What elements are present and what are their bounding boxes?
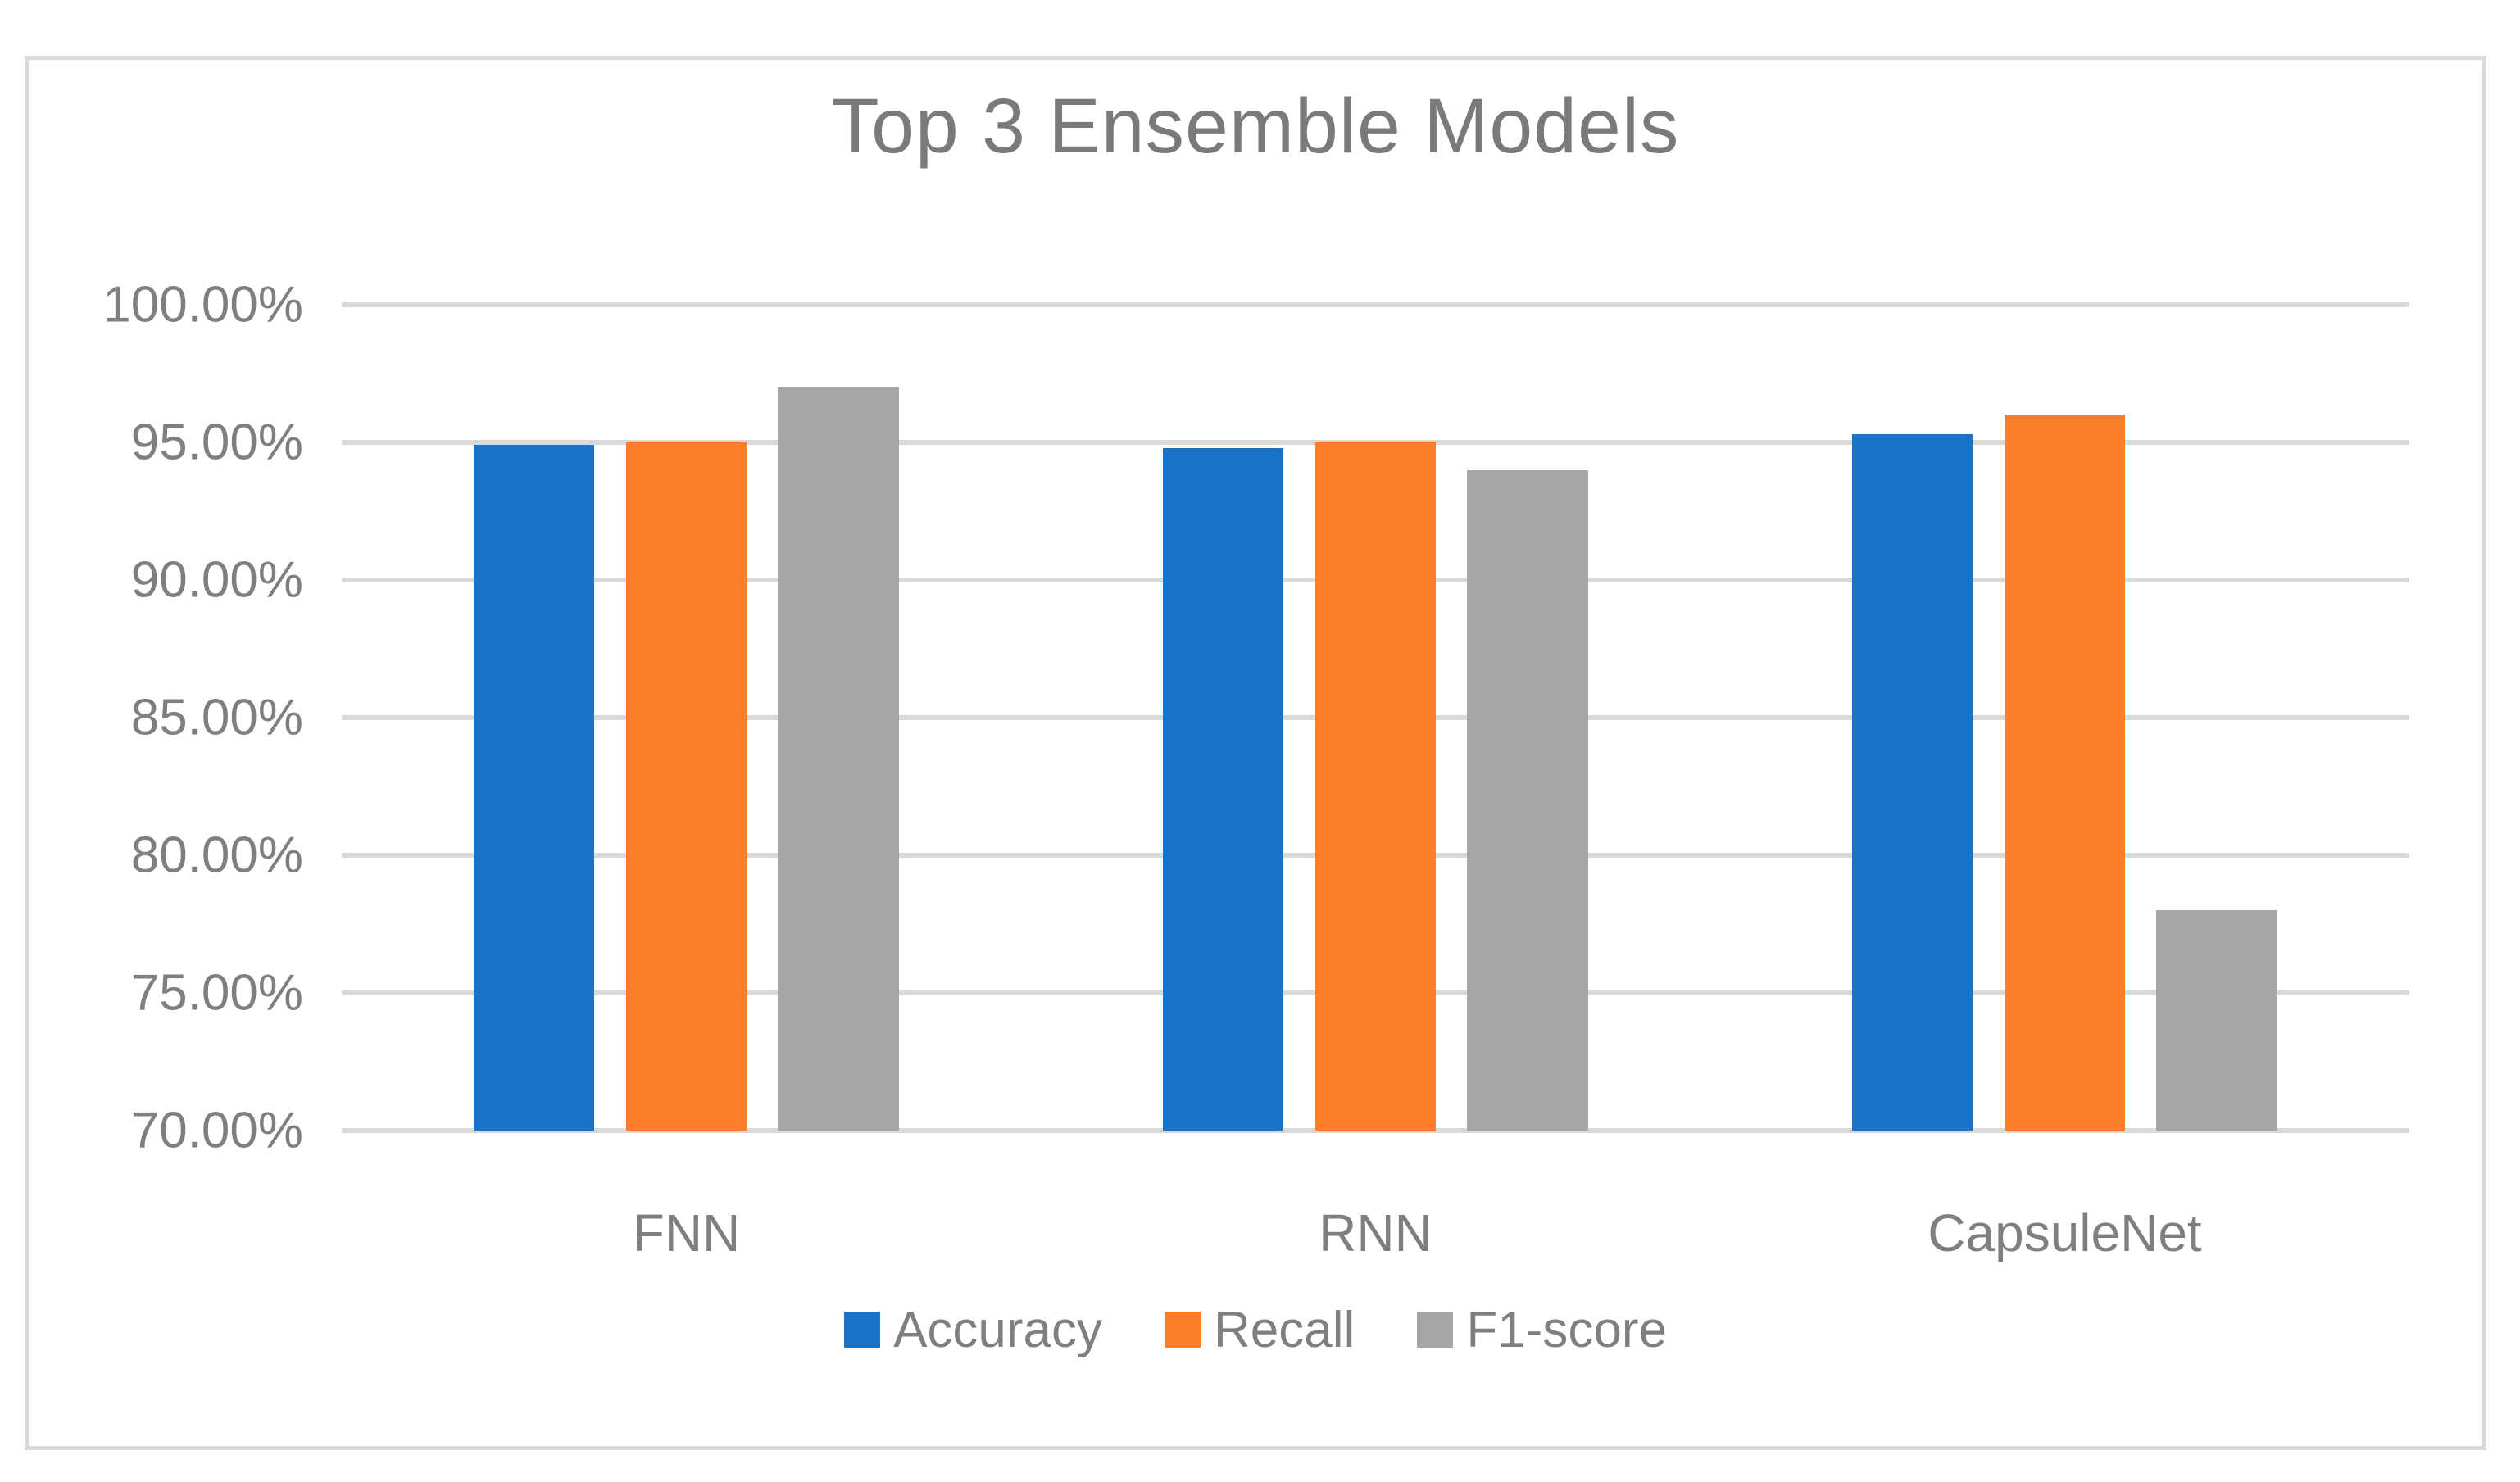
chart-title: Top 3 Ensemble Models xyxy=(831,83,1680,170)
bar-recall-capsulenet xyxy=(2004,415,2126,1131)
bar-f1-score-capsulenet xyxy=(2156,910,2278,1131)
bar-accuracy-rnn xyxy=(1162,447,1284,1131)
category-label-capsulenet: CapsuleNet xyxy=(1927,1203,2202,1262)
legend-item-accuracy: Accuracy xyxy=(844,1301,1102,1359)
bar-accuracy-fnn xyxy=(473,445,595,1131)
bar-f1-score-fnn xyxy=(778,387,900,1131)
plot-area xyxy=(342,302,2409,1133)
legend-label-recall: Recall xyxy=(1214,1301,1355,1358)
legend-swatch-f1-score xyxy=(1417,1312,1454,1348)
bar-recall-fnn xyxy=(625,442,747,1131)
legend-swatch-accuracy xyxy=(844,1312,881,1348)
bar-accuracy-capsulenet xyxy=(1851,433,1973,1131)
y-tick-label-90: 90.00% xyxy=(130,551,303,609)
gridline-100 xyxy=(342,302,2409,307)
y-axis-tick-labels: 100.00% 95.00% 90.00% 85.00% 80.00% 75.00% 70.… xyxy=(33,277,303,1159)
legend-item-f1-score: F1-score xyxy=(1417,1301,1667,1359)
x-axis-category-labels: FNN RNN CapsuleNet xyxy=(342,1203,2409,1268)
category-label-fnn: FNN xyxy=(632,1203,741,1262)
legend-label-f1-score: F1-score xyxy=(1466,1301,1667,1358)
y-tick-label-95: 95.00% xyxy=(130,414,303,471)
y-tick-label-80: 80.00% xyxy=(130,827,303,884)
bar-recall-rnn xyxy=(1314,442,1437,1131)
y-tick-label-70: 70.00% xyxy=(130,1102,303,1159)
gridline-70 xyxy=(342,1128,2409,1133)
legend: Accuracy Recall F1-score xyxy=(25,1293,2486,1366)
y-tick-label-85: 85.00% xyxy=(130,689,303,746)
y-tick-label-75: 75.00% xyxy=(130,964,303,1022)
bar-f1-score-rnn xyxy=(1467,469,1589,1131)
legend-label-accuracy: Accuracy xyxy=(893,1301,1103,1358)
y-tick-label-100: 100.00% xyxy=(102,276,303,333)
category-label-rnn: RNN xyxy=(1319,1203,1433,1262)
legend-item-recall: Recall xyxy=(1165,1301,1355,1359)
legend-swatch-recall xyxy=(1165,1312,1201,1348)
